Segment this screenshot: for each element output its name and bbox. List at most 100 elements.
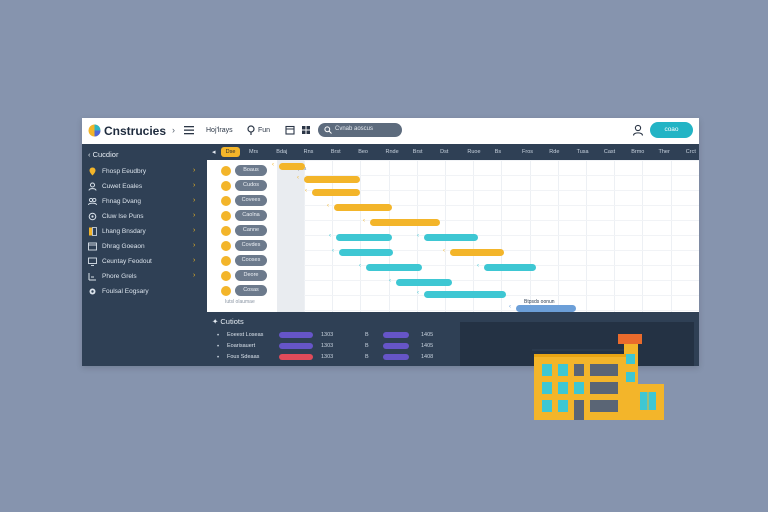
grid-row-line [304,190,699,191]
grid-column-line [304,160,305,312]
grid-column-line [529,160,531,312]
cog-icon [89,288,96,295]
task-label[interactable]: Canne [235,225,267,236]
sidebar-item-label: Cuwet Eoales [102,183,143,190]
task-label[interactable]: Deore [235,270,267,281]
grid-column-line [614,160,616,312]
sidebar-item-7[interactable]: Ceuntay Feodout › [82,255,207,269]
sidebar-header-label: Cucdior [92,150,119,159]
menu-icon[interactable] [184,125,194,135]
sidebar-item-label: Lhang Bnsdary [102,228,146,235]
task-row[interactable]: Caolna [207,209,304,223]
user-icon[interactable] [632,124,644,136]
gantt-bar[interactable] [424,291,506,298]
sidebar-item-label: Foulsal Eogsary [102,288,149,295]
task-label[interactable]: Boaus [235,165,267,176]
gantt-bar[interactable] [450,249,504,256]
task-label[interactable]: Cooses [235,255,267,266]
timeline-column-label: Cast [603,149,616,155]
task-status-icon [221,211,231,221]
gantt-bar[interactable] [312,189,360,196]
task-label[interactable]: Cudos [235,180,267,191]
task-row[interactable]: Boaus [207,164,304,178]
chevron-right-icon: › [193,272,196,279]
grid-column-line [416,160,418,312]
list-item[interactable]: • Eoarisauert 1303 B 1405 [217,342,457,351]
bullet-icon: • [217,355,220,361]
sidebar-item-6[interactable]: Dhrag Goeaon › [82,240,207,254]
sidebar-item-8[interactable]: Phore Grels › [82,270,207,284]
dependency-arrow-icon: ‹ [332,248,334,254]
task-label[interactable]: Cosas [235,285,267,296]
sidebar-item-2[interactable]: Cuwet Eoales › [82,180,207,194]
task-label[interactable]: Caolna [235,210,267,221]
task-label[interactable]: Covdes [235,240,267,251]
gantt-bar[interactable] [370,219,440,226]
chevron-right-icon[interactable]: › [172,125,175,135]
task-status-icon [221,226,231,236]
primary-action-button[interactable]: coao [650,122,693,138]
pin-icon[interactable] [246,125,256,135]
timeline-column-label: Brst [412,149,423,155]
progress-bar [383,343,409,349]
gantt-bar[interactable] [339,249,393,256]
dependency-arrow-icon: ‹ [417,233,419,239]
gantt-bar[interactable] [484,264,536,271]
today-button[interactable]: Dse [221,147,240,157]
task-row[interactable]: Cooses [207,254,304,268]
bookmark-icon [89,227,97,236]
user-icon [88,182,97,191]
brand-name: Cnstrucies [104,124,167,138]
dependency-arrow-icon: ‹ [305,188,307,194]
task-row[interactable]: Cudos [207,179,304,193]
gantt-bar[interactable] [279,163,305,170]
task-row[interactable]: Deore [207,269,304,283]
gantt-bar[interactable] [396,279,452,286]
task-row[interactable]: Canne [207,224,304,238]
chevron-right-icon: › [193,212,196,219]
progress-bar [279,354,313,360]
timeline-column-label: Crct [685,149,696,155]
row-tag: B [365,354,369,360]
grid-icon[interactable] [301,125,311,135]
truck-icon [88,273,96,281]
gantt-grid: ▾ Dtpua ‹‹‹‹‹‹‹‹‹‹‹‹‹‹ Btpsds oonun [272,160,699,312]
task-row[interactable]: Cosas [207,284,304,298]
gantt-bar[interactable] [336,234,392,241]
task-row[interactable]: Covees [207,194,304,208]
sidebar-item-4[interactable]: Cluw Ise Puns › [82,210,207,224]
list-item[interactable]: • Eoeest Loseas 1303 B 1405 [217,331,457,340]
nav-link-2[interactable]: Fun [258,127,271,134]
nav-link-1[interactable]: Hoj'lrays [206,127,233,134]
search-input[interactable]: Cvnab aoscus [318,123,402,137]
task-status-icon [221,241,231,251]
sidebar-header[interactable]: ‹ Cucdior [88,150,119,159]
marker-icon [89,167,96,176]
grid-column-line [501,160,503,312]
timeline-column-label: Ruoe [467,149,481,155]
sidebar-item-1[interactable]: Fhosp Eeudbry › [82,165,207,179]
dependency-arrow-icon: ‹ [329,233,331,239]
row-tag: B [365,343,369,349]
task-row[interactable]: Covdes [207,239,304,253]
gantt-area: ◂ Dse Mrs Bdaj Rns Brst Beo Rnde Brst Dst Ruoe Bs… [207,144,699,366]
sidebar-item-label: Fhosp Eeudbry [102,168,147,175]
gantt-bar[interactable] [424,234,478,241]
sidebar-item-9[interactable]: Foulsal Eogsary [82,285,207,299]
prev-icon[interactable]: ◂ [212,149,216,156]
gantt-bar[interactable] [304,176,360,183]
task-column: Boaus Cudos Covees Caolna Canne Covdes Cooses D… [207,160,304,312]
sidebar-item-5[interactable]: Lhang Bnsdary › [82,225,207,239]
sidebar-item-label: Ceuntay Feodout [102,258,152,265]
calendar-icon[interactable] [285,125,295,135]
gantt-bar[interactable] [516,305,576,312]
list-item[interactable]: • Fous Sdeaas 1303 B 1408 [217,353,457,362]
task-label[interactable]: Covees [235,195,267,206]
dependency-arrow-icon: ‹ [327,203,329,209]
gantt-bar[interactable] [334,204,392,211]
sidebar: ‹ Cucdior Fhosp Eeudbry › Cuwet Eoales ›… [82,144,207,366]
gantt-bar[interactable] [366,264,422,271]
sidebar-item-3[interactable]: Fhnag Dvang › [82,195,207,209]
grid-row-line [304,175,699,176]
chevron-right-icon: › [193,197,196,204]
